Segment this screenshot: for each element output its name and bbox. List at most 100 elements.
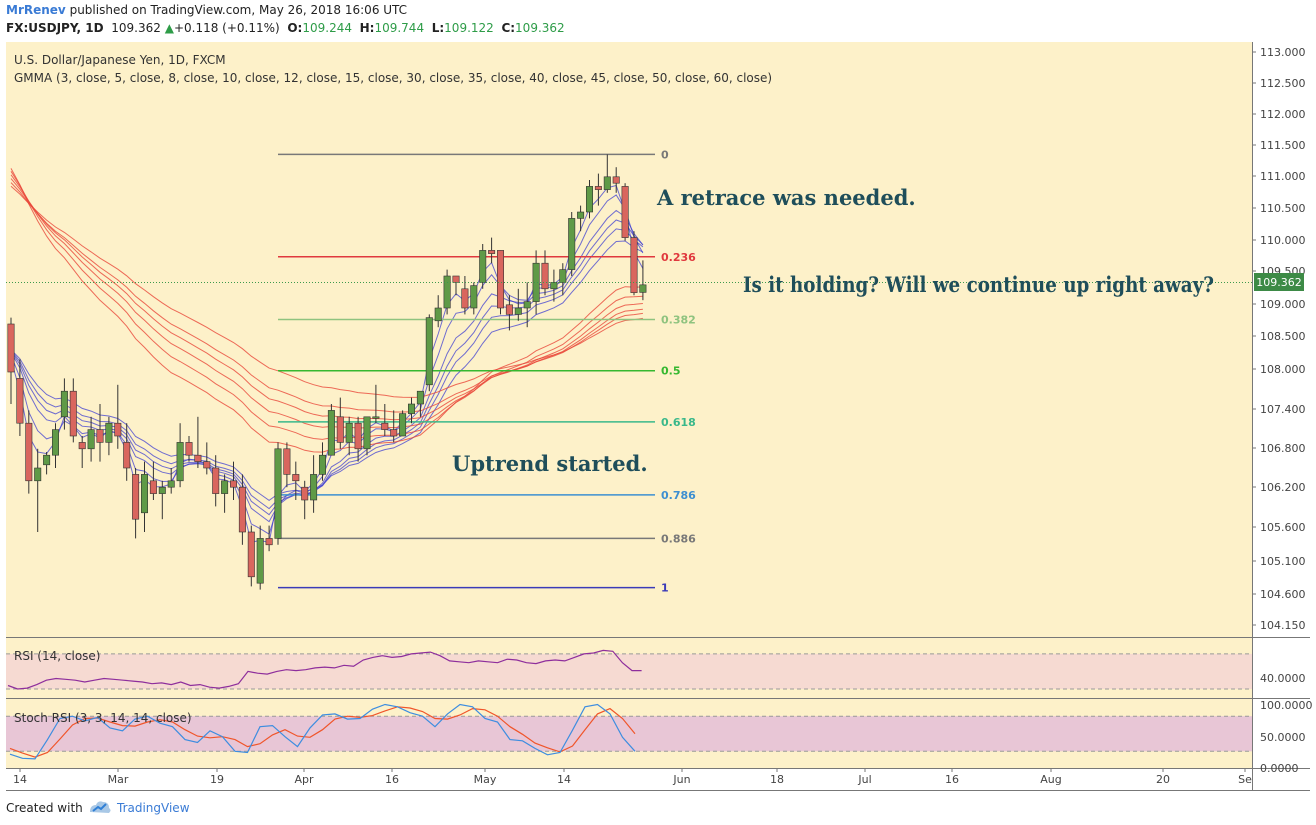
rsi-label[interactable]: RSI (14, close) — [14, 649, 100, 663]
annotation-holding[interactable]: Is it holding? Will we continue up right… — [743, 272, 1214, 297]
candle-body[interactable] — [363, 416, 371, 450]
time-axis-label: Apr — [294, 773, 314, 786]
candle-body[interactable] — [603, 176, 611, 190]
tradingview-logo-icon[interactable] — [88, 799, 112, 815]
time-axis-label: Jul — [857, 773, 871, 786]
candle-body[interactable] — [381, 422, 389, 430]
candle-body[interactable] — [559, 269, 567, 283]
candle-body[interactable] — [158, 486, 166, 494]
candle-body[interactable] — [630, 237, 638, 293]
candle-body[interactable] — [7, 323, 15, 373]
candle-body[interactable] — [505, 304, 513, 315]
candle-body[interactable] — [488, 250, 496, 254]
candle-body[interactable] — [265, 538, 273, 546]
candle-body[interactable] — [532, 262, 540, 302]
candle-body[interactable] — [51, 429, 59, 456]
candle-body[interactable] — [407, 403, 415, 414]
candle-body[interactable] — [372, 416, 380, 419]
candle-body[interactable] — [461, 288, 469, 309]
candle-body[interactable] — [149, 480, 157, 494]
candle-body[interactable] — [247, 531, 255, 578]
candle-body[interactable] — [34, 467, 42, 482]
candle-body[interactable] — [568, 218, 576, 270]
candle-body[interactable] — [43, 454, 51, 466]
candle-body[interactable] — [318, 454, 326, 475]
candle-body[interactable] — [78, 442, 86, 450]
candle-body[interactable] — [230, 480, 238, 488]
candle-body[interactable] — [114, 422, 122, 437]
candle-body[interactable] — [541, 262, 549, 290]
stoch-k-line[interactable] — [9, 703, 636, 760]
candle-body[interactable] — [96, 429, 104, 443]
candle-body[interactable] — [470, 285, 478, 309]
rsi-line[interactable] — [7, 649, 642, 690]
candle-body[interactable] — [550, 282, 558, 290]
annotation-retrace[interactable]: A retrace was needed. — [656, 185, 916, 210]
candle-body[interactable] — [167, 480, 175, 488]
price-axis-label: 110.000 — [1260, 234, 1306, 247]
candle-body[interactable] — [345, 422, 353, 443]
gmma-label[interactable]: GMMA (3, close, 5, close, 8, close, 10, … — [14, 71, 772, 85]
candle-body[interactable] — [416, 390, 424, 405]
candle-body[interactable] — [16, 378, 24, 424]
chart-canvas[interactable]: 0 0.236 0.382 0.5 0.618 0.786 0.886 1 113.000 11… — [0, 0, 1316, 795]
candle-body[interactable] — [425, 317, 433, 386]
author-link[interactable]: MrRenev — [6, 3, 66, 17]
candle-body[interactable] — [399, 413, 407, 437]
publish-info: published on TradingView.com, May 26, 20… — [69, 3, 408, 17]
candle-body[interactable] — [594, 186, 602, 190]
candle-body[interactable] — [212, 467, 220, 494]
candle-body[interactable] — [203, 461, 211, 469]
candle-body[interactable] — [238, 486, 246, 533]
candle-body[interactable] — [176, 442, 184, 482]
candle-body[interactable] — [60, 390, 68, 418]
candle-body[interactable] — [292, 474, 300, 482]
candle-body[interactable] — [194, 454, 202, 462]
candle-body[interactable] — [443, 275, 451, 309]
candle-body[interactable] — [141, 474, 149, 514]
candle-body[interactable] — [390, 429, 398, 437]
price-axis-label: 112.500 — [1260, 77, 1306, 90]
candle-body[interactable] — [585, 186, 593, 213]
candle-body[interactable] — [327, 410, 335, 456]
candle-body[interactable] — [354, 422, 362, 450]
price-axis-label: 105.100 — [1260, 555, 1306, 568]
candle-body[interactable] — [479, 250, 487, 283]
candle-body[interactable] — [621, 186, 629, 238]
candle-body[interactable] — [496, 250, 504, 309]
candle-body[interactable] — [87, 429, 95, 450]
price-axis-label: 104.150 — [1260, 619, 1306, 632]
fib-level-label: 0.618 — [661, 416, 696, 429]
candle-body[interactable] — [25, 422, 33, 482]
annotation-uptrend[interactable]: Uptrend started. — [452, 451, 648, 476]
symbol-label: FX:USDJPY, 1D — [6, 21, 104, 35]
candle-body[interactable] — [274, 448, 282, 539]
candle-body[interactable] — [612, 176, 620, 184]
price-axis-label: 107.400 — [1260, 403, 1306, 416]
candle-body[interactable] — [336, 416, 344, 443]
candle-body[interactable] — [310, 474, 318, 501]
candle-body[interactable] — [452, 275, 460, 283]
stoch-rsi-label[interactable]: Stoch RSI (3, 3, 14, 14, close) — [14, 711, 192, 725]
candle-body[interactable] — [221, 480, 229, 494]
candle-body[interactable] — [69, 390, 77, 437]
candle-body[interactable] — [434, 307, 442, 322]
candle-body[interactable] — [577, 211, 585, 219]
candle-body[interactable] — [514, 307, 522, 315]
candle-body[interactable] — [185, 442, 193, 456]
candle-body[interactable] — [105, 422, 113, 443]
candle-body[interactable] — [132, 474, 140, 520]
candle-body[interactable] — [301, 486, 309, 501]
candle-body[interactable] — [639, 284, 647, 293]
close-label: C: — [501, 21, 516, 35]
candle-body[interactable] — [283, 448, 291, 475]
candle-body[interactable] — [256, 538, 264, 584]
time-axis-label: 16 — [945, 773, 959, 786]
tradingview-brand-link[interactable]: TradingView — [117, 801, 190, 815]
main-pane[interactable] — [6, 42, 1252, 637]
rsi-band — [6, 653, 1252, 689]
candle-body[interactable] — [523, 301, 531, 309]
stoch-d-line[interactable] — [9, 706, 636, 758]
price-axis-label: 108.000 — [1260, 363, 1306, 376]
candle-body[interactable] — [123, 442, 131, 469]
